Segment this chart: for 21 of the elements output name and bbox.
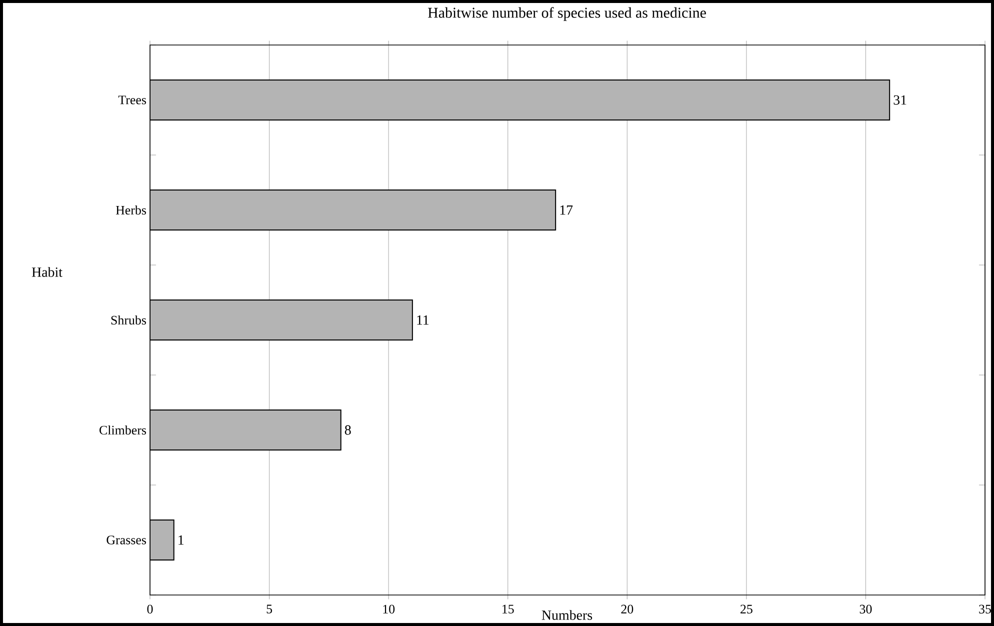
x-tick-label: 5: [266, 604, 272, 614]
y-axis-title: Habit: [32, 267, 62, 277]
y-tick-label: Grasses: [106, 536, 146, 544]
x-tick-label: 15: [502, 604, 514, 614]
y-tick-label: Climbers: [100, 425, 146, 435]
x-tick-label: 30: [860, 604, 872, 614]
data-label: 17: [560, 205, 573, 215]
x-tick-label: 20: [621, 604, 634, 614]
x-axis-title: Numbers: [542, 610, 592, 620]
y-tick-label: Trees: [118, 96, 146, 104]
data-label: 1: [178, 535, 184, 545]
x-tick-label: 35: [979, 604, 991, 614]
data-label: 11: [417, 315, 429, 325]
y-tick-label: Herbs: [116, 205, 146, 215]
chart-title: Habitwise number of species used as medicine: [428, 7, 706, 21]
data-label: 31: [894, 95, 906, 105]
x-tick-label: 10: [383, 604, 395, 614]
data-label: 8: [344, 425, 351, 435]
x-tick-label: 0: [147, 604, 153, 614]
y-tick-label: Shrubs: [111, 315, 146, 325]
x-tick-label: 25: [740, 604, 752, 614]
